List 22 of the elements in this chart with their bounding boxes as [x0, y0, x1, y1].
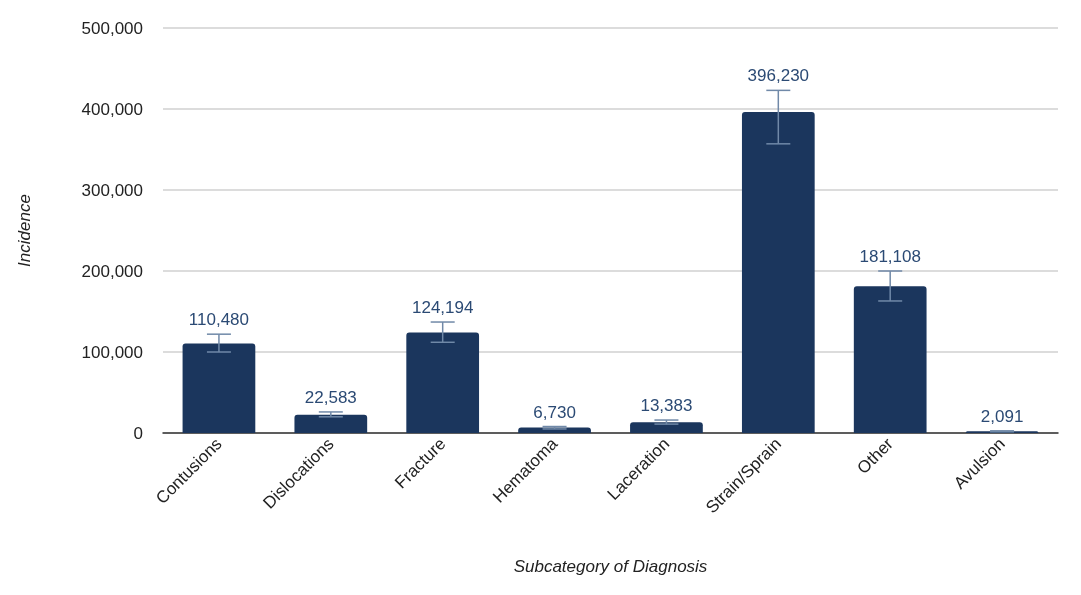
data-label: 22,583: [304, 387, 357, 407]
bar: [630, 422, 703, 433]
y-tick-label: 400,000: [81, 99, 143, 119]
data-label: 110,480: [188, 310, 250, 330]
bar: [182, 343, 256, 433]
data-label: 13,383: [640, 396, 693, 416]
bar: [294, 414, 368, 433]
y-axis-title: Incidence: [15, 194, 34, 267]
y-tick-label: 500,000: [81, 18, 143, 38]
x-axis-title: Subcategory of Diagnosis: [513, 557, 708, 576]
data-label: 6,730: [533, 402, 576, 422]
y-tick-label: 0: [133, 423, 143, 443]
data-label: 396,230: [747, 66, 810, 86]
y-tick-label: 300,000: [81, 180, 143, 200]
data-label: 124,194: [411, 298, 474, 318]
bar: [741, 112, 815, 433]
y-tick-label: 200,000: [81, 261, 143, 281]
bar: [853, 286, 927, 433]
bar: [406, 332, 480, 433]
data-label: 181,108: [859, 247, 921, 266]
y-tick-label: 100,000: [81, 342, 143, 362]
data-label: 2,091: [980, 406, 1024, 426]
